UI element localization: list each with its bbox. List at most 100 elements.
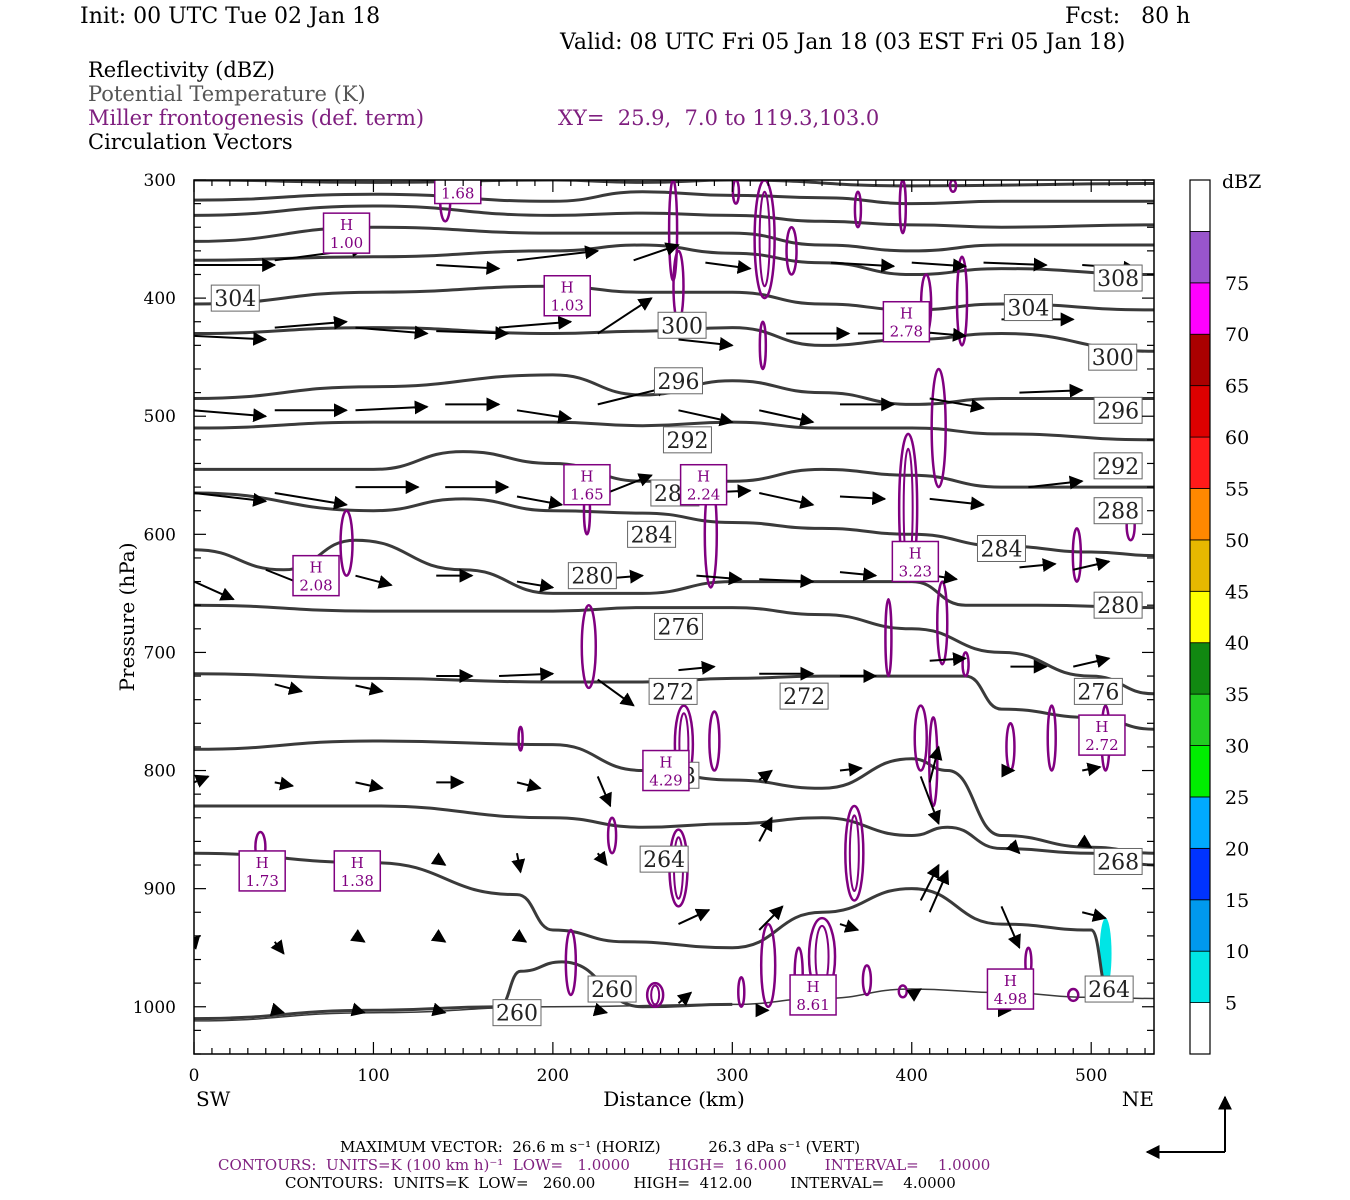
fronto-max-value: 1.03 [551, 297, 584, 315]
colorbar-label: 70 [1225, 324, 1249, 346]
theta-label-300: 300 [1088, 343, 1138, 371]
frontogenesis-contour [645, 981, 665, 1009]
fronto-max-h: H [580, 468, 593, 486]
init-time: Init: 00 UTC Tue 02 Jan 18 [80, 4, 381, 29]
fronto-max-h: H [659, 754, 672, 772]
circulation-vector [633, 242, 680, 262]
fronto-max-1.38: H1.38 [333, 850, 382, 892]
circulation-vector [270, 939, 285, 955]
fronto-max-h: H [340, 216, 353, 234]
fronto-max-value: 1.00 [330, 234, 363, 252]
theta-contour-288 [194, 538, 1154, 610]
theta-label-box [653, 612, 703, 640]
circulation-vector [430, 852, 447, 866]
theta-label-text: 284 [980, 537, 1022, 562]
frontogenesis-contour [1071, 527, 1083, 583]
colorbar-label: 5 [1225, 993, 1237, 1015]
theta-label-box [662, 426, 712, 454]
theta-label-264: 264 [1084, 975, 1134, 1003]
theta-contour-276 [194, 739, 1154, 855]
circulation-vector [516, 245, 600, 262]
frontogenesis-contour [961, 651, 970, 678]
theta-label-260: 260 [587, 975, 637, 1003]
colorbar-label: 75 [1225, 273, 1249, 295]
x-axis-title: Distance (km) [603, 1087, 745, 1111]
circulation-vector [757, 769, 773, 784]
circulation-vector [929, 496, 985, 511]
theta-label-264: 264 [639, 845, 689, 873]
theta-label-box [1093, 591, 1143, 619]
theta-label-box [779, 682, 829, 710]
colorbar-segment [1189, 693, 1211, 746]
theta-label-box [1093, 396, 1143, 424]
colorbar-label: 45 [1225, 581, 1249, 603]
fronto-max-value: 4.98 [994, 990, 1027, 1008]
footer-theta-contours: CONTOURS: UNITS=K LOW= 260.00 HIGH= 412.… [285, 1174, 956, 1192]
circulation-vector [759, 409, 815, 427]
theta-label-text: 296 [657, 370, 699, 395]
fronto-max-h: H [909, 544, 922, 562]
theta-label-box [1003, 294, 1053, 322]
theta-label-text: 300 [1092, 346, 1134, 371]
theta-label-text: 292 [1097, 455, 1139, 480]
circulation-vector [678, 337, 734, 351]
colorbar-segment [1189, 1002, 1211, 1055]
frontogenesis-contour [339, 509, 354, 577]
theta-contour-316 [194, 243, 1154, 276]
fronto-max-box [238, 850, 286, 892]
circulation-vector [839, 491, 887, 506]
circulation-vector [758, 905, 784, 931]
frontogenesis-contour [853, 190, 863, 229]
fronto-max-2.08: H2.08 [292, 554, 340, 597]
circulation-vector [355, 325, 429, 340]
theta-contour-300 [194, 420, 1154, 442]
theta-label-text: 288 [1097, 500, 1139, 525]
frontogenesis-contour [737, 975, 746, 1009]
circulation-vector [274, 315, 348, 330]
y-axis-title: Pressure (hPa) [115, 543, 139, 692]
circulation-vector [911, 258, 967, 273]
theta-label-box [648, 677, 698, 705]
theta-label-box [567, 562, 617, 590]
fronto-max-value: 1.73 [245, 872, 278, 890]
circulation-vector [983, 257, 1048, 272]
theta-label-276: 276 [653, 612, 703, 640]
fronto-max-h: H [807, 978, 820, 996]
circulation-vector [759, 574, 815, 589]
circulation-vector [516, 778, 542, 792]
frontogenesis-contour [785, 225, 798, 276]
frontogenesis-contour [861, 964, 873, 997]
theta-label-box [1093, 847, 1143, 875]
y-tick-label: 300 [144, 171, 176, 191]
y-tick-label: 1000 [133, 998, 176, 1018]
frontogenesis-contour [708, 710, 721, 772]
y-tick-label: 500 [144, 407, 176, 427]
colorbar-frame [1189, 179, 1211, 1055]
colorbar-segment [1189, 385, 1211, 438]
fronto-max-1.65: H1.65 [563, 463, 611, 506]
colorbar-label: 60 [1225, 427, 1249, 449]
theta-label-box [639, 845, 689, 873]
circulation-vector [919, 776, 941, 825]
fronto-max-4.29: H4.29 [642, 749, 690, 792]
theta-label-284: 284 [627, 520, 677, 548]
x-tick-label: 0 [189, 1066, 200, 1086]
frontogenesis-contour [580, 603, 598, 690]
theta-label-box [653, 367, 703, 395]
colorbar-segment [1189, 796, 1211, 849]
y-tick-label: 700 [144, 643, 176, 663]
theta-label-box [492, 999, 542, 1027]
colorbar-label: 65 [1225, 376, 1249, 398]
legend-theta: Potential Temperature (K) [88, 82, 366, 106]
frontogenesis-contour [936, 580, 949, 666]
fronto-max-h: H [1004, 972, 1017, 990]
circulation-vector [350, 929, 366, 943]
circulation-vector [1076, 834, 1093, 849]
theta-contour-268 [194, 851, 1110, 997]
theta-label-text: 304 [214, 287, 256, 312]
circulation-vector [705, 259, 752, 274]
circulation-vector [516, 578, 555, 593]
fronto-max-h: H [351, 854, 364, 872]
circulation-vector [929, 397, 985, 413]
theta-label-292: 292 [1093, 452, 1143, 480]
